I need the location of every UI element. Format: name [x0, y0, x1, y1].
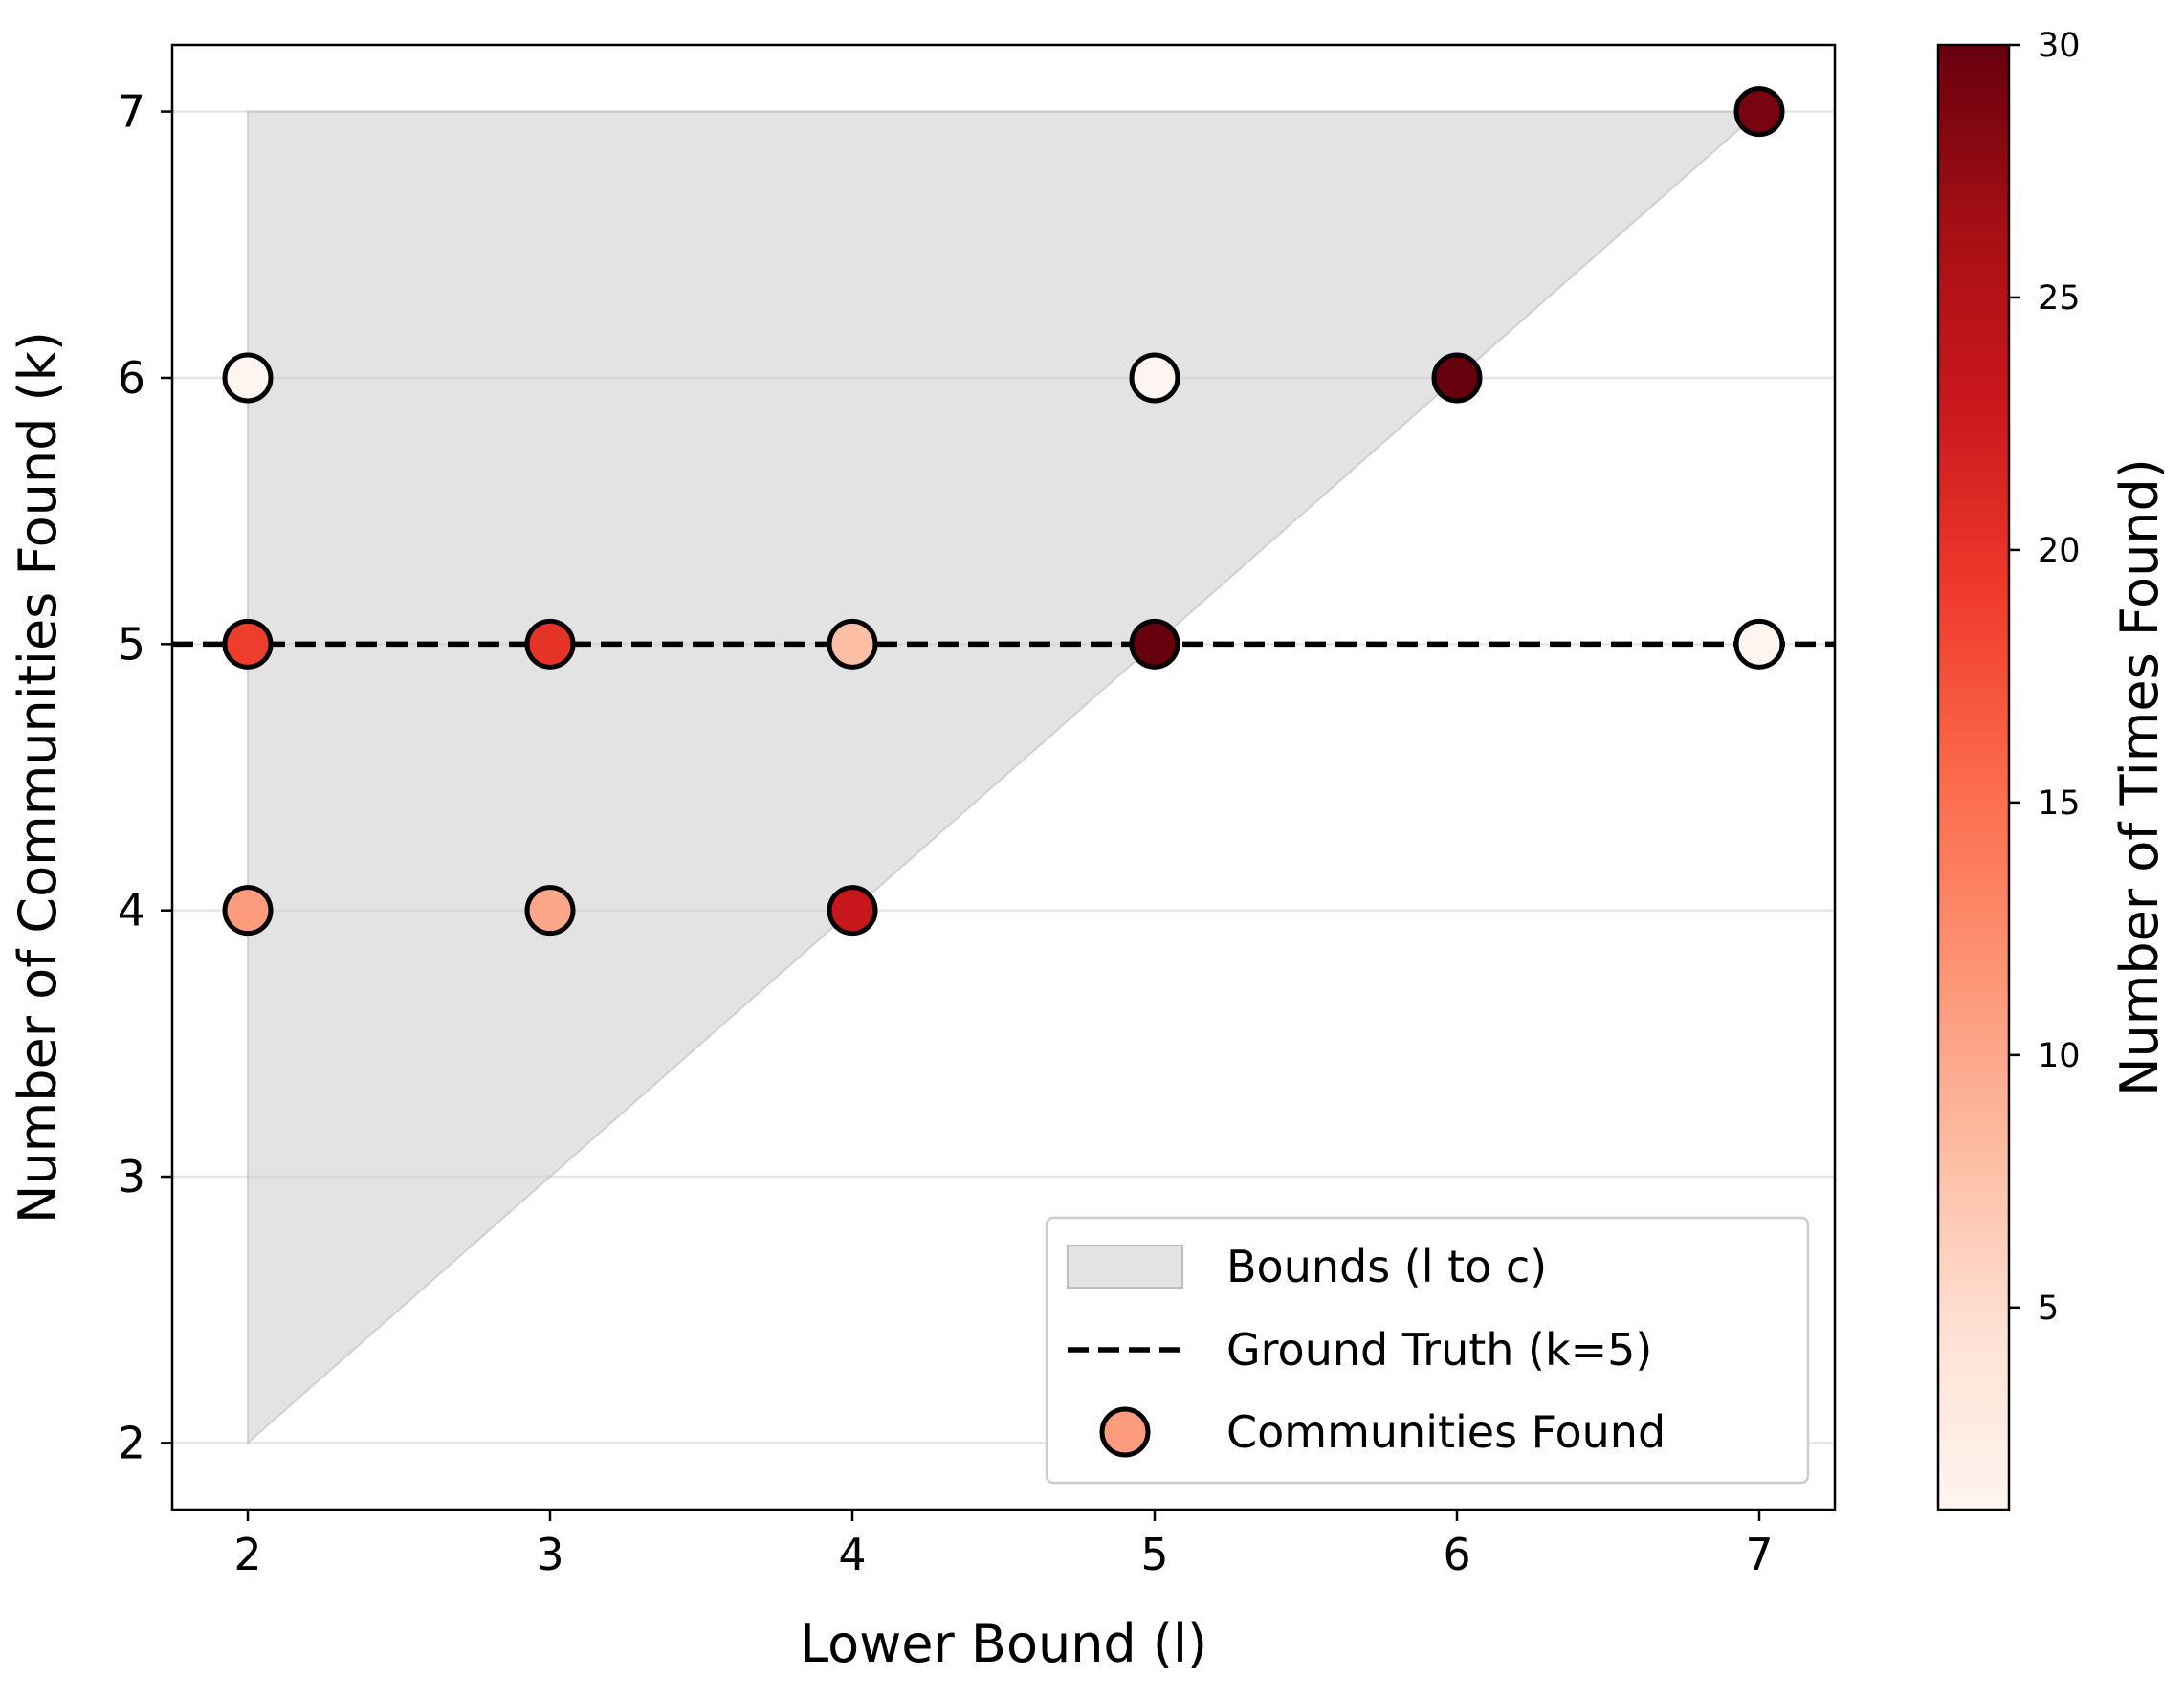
scatter-point [1129, 618, 1180, 670]
colorbar-tick-label: 5 [2038, 1290, 2059, 1328]
legend-entry-label: Communities Found [1226, 1406, 1666, 1458]
colorbar-tick-label: 30 [2038, 27, 2081, 65]
x-tick-label: 3 [536, 1529, 563, 1580]
y-tick-label: 7 [118, 86, 145, 138]
colorbar-tick-label: 25 [2038, 279, 2081, 318]
scatter-point [1431, 352, 1483, 404]
colorbar-tick-label: 20 [2038, 532, 2081, 570]
y-tick-label: 2 [118, 1417, 145, 1468]
scatter-point [222, 352, 274, 404]
x-tick-label: 6 [1443, 1529, 1470, 1580]
scatter-point [222, 885, 274, 937]
colorbar: 5 10 15 20 25 30 [1936, 27, 2081, 1511]
legend: Bounds (l to c) Ground Truth (k=5) Communi… [1045, 1216, 1810, 1485]
bounds-region [247, 110, 1762, 1445]
legend-bounds-swatch [1067, 1245, 1183, 1289]
plot-area [170, 43, 1837, 1511]
x-tick-label: 2 [233, 1529, 261, 1580]
x-tick-label: 5 [1140, 1529, 1168, 1580]
y-tick-label: 5 [118, 618, 145, 670]
colorbar-tick-label: 10 [2038, 1037, 2081, 1075]
y-axis-label: Number of Communities Found (k) [8, 331, 68, 1224]
scatter-point [524, 885, 576, 937]
x-axis: 2 3 4 5 6 7 [233, 1510, 1774, 1580]
legend-entry-label: Bounds (l to c) [1226, 1241, 1547, 1292]
y-tick-label: 6 [118, 352, 145, 404]
scatter-point [827, 618, 878, 670]
y-tick-label: 4 [118, 885, 145, 937]
legend-box [1045, 1216, 1810, 1485]
scatter-point [1129, 352, 1180, 404]
scatter-point [827, 885, 878, 937]
colorbar-label: Number of Times Found) [2109, 458, 2170, 1096]
legend-entry-label: Ground Truth (k=5) [1226, 1324, 1652, 1376]
x-tick-label: 4 [838, 1529, 866, 1580]
scatter-point [222, 618, 274, 670]
y-axis: 2 3 4 5 6 7 [118, 86, 172, 1468]
scatter-point [524, 618, 576, 670]
x-tick-label: 7 [1745, 1529, 1773, 1580]
y-tick-label: 3 [118, 1151, 145, 1202]
colorbar-gradient [1936, 43, 2011, 1511]
legend-communities-swatch [1099, 1406, 1151, 1458]
plot-frame [170, 43, 1837, 1511]
scatter-point [1733, 618, 1785, 670]
scatter-point [1733, 86, 1785, 138]
colorbar-tick-label: 15 [2038, 784, 2081, 823]
x-axis-label: Lower Bound (l) [800, 1614, 1207, 1674]
